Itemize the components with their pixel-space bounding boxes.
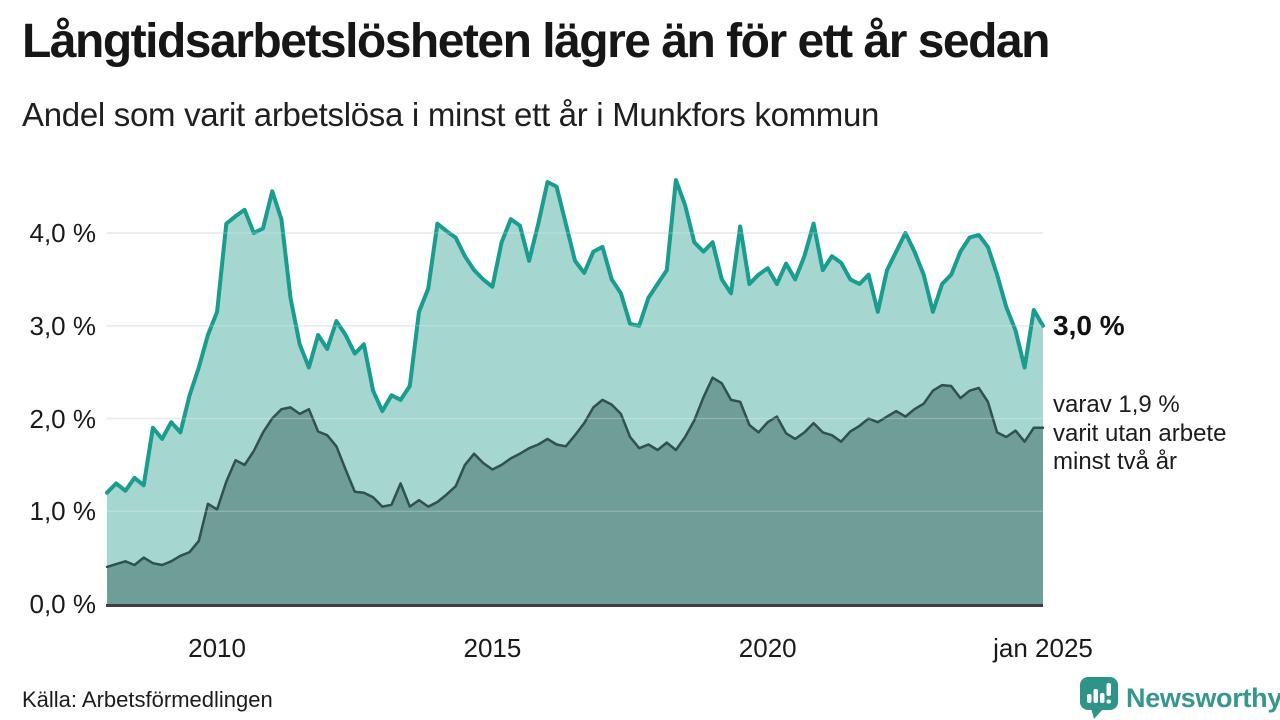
y-tick-label: 0,0 % [29, 589, 97, 619]
newsworthy-logo: Newsworthy [1080, 677, 1280, 719]
series-area-1 [107, 377, 1043, 604]
series-line-1 [105, 376, 1045, 569]
x-tick-label: 2020 [738, 633, 797, 663]
newsworthy-wordmark: Newsworthy [1126, 682, 1280, 713]
x-tick-label: 2010 [188, 633, 246, 663]
y-tick-label: 2,0 % [29, 403, 97, 434]
latest-value-label: 3,0 % [1053, 309, 1125, 341]
y-tick-label: 1,0 % [29, 496, 97, 527]
secondary-annotation: varav 1,9 % varit utan arbete minst två … [1053, 391, 1227, 475]
x-tick-label: jan 2025 [993, 633, 1093, 663]
chart-title: Långtidsarbetslösheten lägre än för ett … [22, 15, 1050, 68]
x-tick-label: 2015 [463, 633, 522, 663]
y-tick-label: 4,0 % [29, 218, 97, 248]
newsworthy-bubble-chart-icon [1080, 677, 1118, 719]
series-line-0 [105, 178, 1045, 495]
chart-subtitle: Andel som varit arbetslösa i minst ett å… [22, 96, 880, 133]
source-caption: Källa: Arbetsförmedlingen [22, 687, 273, 712]
y-tick-label: 3,0 % [29, 310, 97, 341]
